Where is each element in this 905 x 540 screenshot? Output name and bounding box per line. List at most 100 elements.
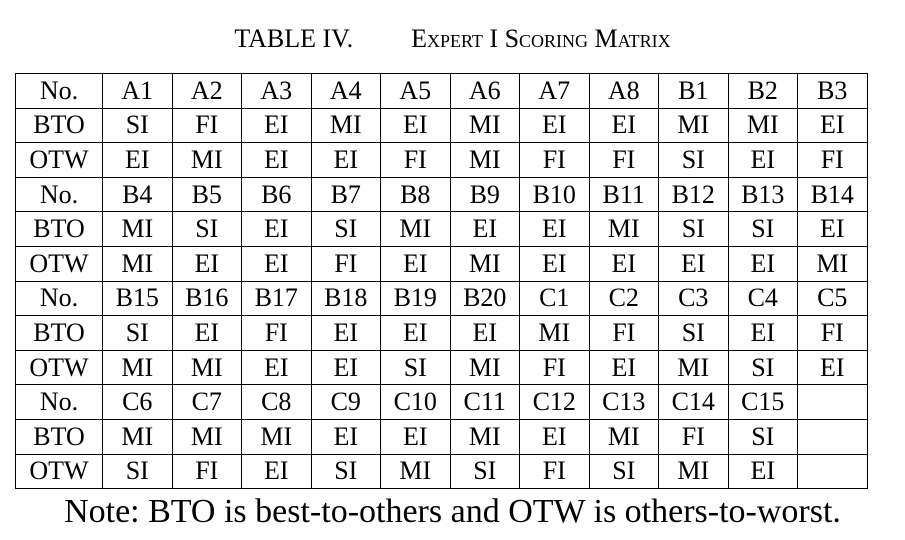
table-cell: SI <box>449 453 520 490</box>
table-row-bto-row: BTO MI SI EI SI MI EI EI MI SI SI EI <box>15 211 868 247</box>
table-row-bto-row: BTO MI MI MI EI EI MI EI MI FI SI <box>15 418 868 455</box>
table-cell: C12 <box>519 384 590 420</box>
table-cell: A7 <box>519 73 590 109</box>
table-cell: MI <box>449 418 520 455</box>
table-note: Note: BTO is best-to-others and OTW is o… <box>64 493 841 530</box>
table-cell: SI <box>102 315 173 351</box>
table-cell <box>797 384 868 420</box>
table-cell: EI <box>797 211 868 247</box>
table-cell: C10 <box>380 384 451 420</box>
table-title: Expert I Scoring Matrix <box>411 24 671 53</box>
table-cell: SI <box>658 142 729 178</box>
table-cell: SI <box>727 418 798 455</box>
table-cell: EI <box>310 418 381 455</box>
table-cell: MI <box>241 418 312 455</box>
table-cell: EI <box>727 453 798 490</box>
table-cell <box>797 418 868 455</box>
table-cell: FI <box>380 142 451 178</box>
table-cell: MI <box>171 418 242 455</box>
table-cell: EI <box>797 107 868 144</box>
table-number: TABLE IV. <box>234 24 354 53</box>
table-cell: C6 <box>102 384 173 420</box>
table-cell: B20 <box>449 280 520 317</box>
table-cell: B15 <box>102 280 173 317</box>
table-cell: B6 <box>241 176 312 213</box>
table-cell: C7 <box>171 384 242 420</box>
table-cell: MI <box>588 418 659 455</box>
table-cell: SI <box>102 107 173 144</box>
scoring-matrix-table: No. A1 A2 A3 A4 A5 A6 A7 A8 B1 B2 B3 BTO SI FI EI MI EI MI… <box>15 73 868 490</box>
table-cell: B16 <box>171 280 242 317</box>
row-label-cell: OTW <box>15 453 103 490</box>
table-cell: EI <box>727 315 798 351</box>
table-cell: C8 <box>241 384 312 420</box>
table-cell: FI <box>797 315 868 351</box>
table-cell: EI <box>519 245 590 282</box>
table-cell: C15 <box>727 384 798 420</box>
table-cell: EI <box>241 245 312 282</box>
table-cell: FI <box>658 418 729 455</box>
table-cell: SI <box>658 315 729 351</box>
table-cell: MI <box>380 453 451 490</box>
table-cell: A1 <box>102 73 173 109</box>
row-label-cell: No. <box>15 176 103 213</box>
table-cell: EI <box>310 142 381 178</box>
table-cell: MI <box>380 211 451 247</box>
table-cell: SI <box>310 453 381 490</box>
table-cell: EI <box>171 315 242 351</box>
table-cell: FI <box>588 315 659 351</box>
table-cell: FI <box>241 315 312 351</box>
row-label-cell: OTW <box>15 245 103 282</box>
table-cell: EI <box>310 349 381 386</box>
table-cell: C1 <box>519 280 590 317</box>
row-label-cell: BTO <box>15 418 103 455</box>
table-cell: A6 <box>449 73 520 109</box>
table-cell: EI <box>449 211 520 247</box>
table-cell: SI <box>727 349 798 386</box>
table-cell: MI <box>449 107 520 144</box>
table-cell: MI <box>797 245 868 282</box>
table-row-number-row: No. A1 A2 A3 A4 A5 A6 A7 A8 B1 B2 B3 <box>15 73 868 109</box>
table-row-number-row: No. C6 C7 C8 C9 C10 C11 C12 C13 C14 C15 <box>15 384 868 420</box>
table-row-number-row: No. B4 B5 B6 B7 B8 B9 B10 B11 B12 B13 B14 <box>15 176 868 213</box>
table-cell: MI <box>449 245 520 282</box>
table-cell: EI <box>797 349 868 386</box>
table-cell: EI <box>241 211 312 247</box>
table-row-bto-row: BTO SI EI FI EI EI EI MI FI SI EI FI <box>15 315 868 351</box>
table-cell: FI <box>171 107 242 144</box>
table-cell: B1 <box>658 73 729 109</box>
table-cell: MI <box>449 142 520 178</box>
table-cell: MI <box>171 142 242 178</box>
table-cell: C9 <box>310 384 381 420</box>
table-cell: SI <box>102 453 173 490</box>
table-row-otw-row: OTW SI FI EI SI MI SI FI SI MI EI <box>15 453 868 490</box>
table-cell: SI <box>310 211 381 247</box>
table-cell: EI <box>241 453 312 490</box>
table-cell: EI <box>380 245 451 282</box>
table-cell: SI <box>727 211 798 247</box>
table-cell: MI <box>658 349 729 386</box>
table-cell: A5 <box>380 73 451 109</box>
table-cell: A2 <box>171 73 242 109</box>
table-cell: EI <box>588 107 659 144</box>
table-cell: SI <box>658 211 729 247</box>
table-cell: EI <box>380 418 451 455</box>
table-cell: EI <box>241 107 312 144</box>
table-cell: EI <box>519 418 590 455</box>
table-cell: EI <box>519 107 590 144</box>
table-cell: MI <box>588 211 659 247</box>
table-cell: MI <box>310 107 381 144</box>
table-cell: MI <box>727 107 798 144</box>
table-cell: EI <box>588 245 659 282</box>
table-cell: MI <box>102 211 173 247</box>
row-label-cell: No. <box>15 73 103 109</box>
table-cell: MI <box>102 418 173 455</box>
table-cell: MI <box>102 349 173 386</box>
table-cell: C14 <box>658 384 729 420</box>
table-cell: B19 <box>380 280 451 317</box>
table-cell: SI <box>171 211 242 247</box>
table-row-otw-row: OTW MI EI EI FI EI MI EI EI EI EI MI <box>15 245 868 282</box>
table-cell: B7 <box>310 176 381 213</box>
table-cell: C13 <box>588 384 659 420</box>
table-cell <box>797 453 868 490</box>
